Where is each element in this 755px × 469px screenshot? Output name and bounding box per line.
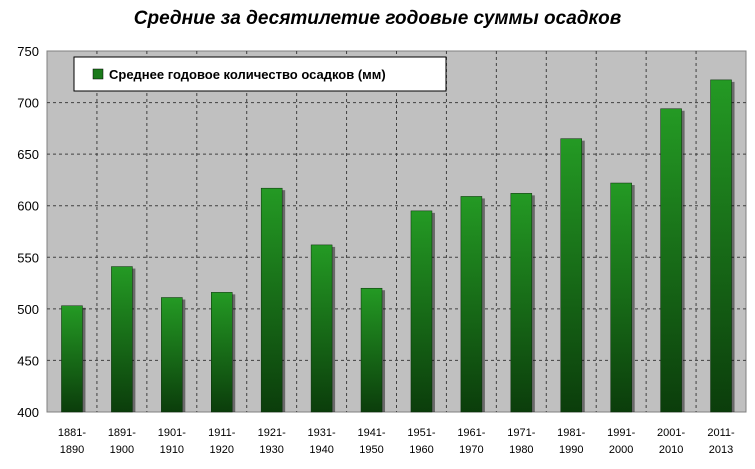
x-tick-label-line2: 1950: [359, 444, 383, 456]
x-tick-label-line2: 1920: [210, 444, 234, 456]
bar: [660, 108, 682, 413]
bar-6: [360, 287, 386, 413]
bar-10: [560, 138, 585, 413]
x-tick-label-line1: 1911-: [208, 427, 236, 439]
bar-5: [310, 244, 336, 413]
x-tick-label-line1: 1941-: [357, 427, 385, 439]
x-tick-label-line1: 1971-: [507, 427, 535, 439]
bar: [111, 266, 133, 413]
bar: [460, 196, 483, 413]
bar-9: [510, 193, 535, 413]
x-tick-label-line1: 1901-: [158, 427, 186, 439]
x-tick-label-line2: 1930: [259, 444, 283, 456]
x-tick-label-line1: 1891-: [108, 427, 136, 439]
bar: [710, 79, 732, 413]
y-tick-label: 500: [17, 302, 39, 317]
bar: [310, 244, 333, 413]
bar-12: [660, 108, 685, 413]
x-tick-label-line2: 1980: [509, 444, 533, 456]
bar: [360, 287, 383, 413]
bar-1: [111, 266, 136, 413]
x-tick-label-line2: 2000: [609, 444, 633, 456]
x-tick-label-line1: 1951-: [407, 427, 435, 439]
bar: [510, 193, 533, 413]
chart-title: Средние за десятилетие годовые суммы оса…: [133, 8, 622, 29]
x-tick-label-line2: 1990: [559, 444, 583, 456]
y-tick-label: 550: [17, 250, 39, 265]
x-tick-label-line1: 2011-: [707, 427, 735, 439]
bar: [211, 292, 233, 413]
y-axis: 400 450 500 550 600 650 700 750: [17, 44, 39, 420]
y-tick-label: 700: [17, 96, 39, 111]
x-tick-label-line1: 1981-: [557, 427, 585, 439]
x-axis: 1881- 1890 1891- 1900 1901- 1910 1911- 1920 1921…: [58, 427, 735, 456]
bar-13: [710, 79, 735, 413]
bar: [61, 305, 83, 413]
bar: [260, 187, 283, 413]
bar: [161, 297, 183, 413]
legend-swatch: [92, 68, 104, 80]
bar-8: [460, 196, 485, 413]
y-tick-label: 600: [17, 199, 39, 214]
bar: [410, 210, 433, 413]
bar-7: [410, 210, 435, 413]
x-tick-label-line1: 2001-: [657, 427, 685, 439]
legend-label: Среднее годовое количество осадков (мм): [109, 67, 386, 82]
bar-4: [260, 187, 286, 413]
bars-group: [61, 79, 735, 413]
x-tick-label-line1: 1881-: [58, 427, 86, 439]
x-tick-label-line2: 1890: [60, 444, 84, 456]
x-tick-label-line1: 1961-: [457, 427, 485, 439]
x-tick-label-line1: 1921-: [258, 427, 286, 439]
x-tick-label-line1: 1931-: [308, 427, 336, 439]
x-tick-label-line2: 1960: [409, 444, 433, 456]
x-tick-label-line2: 1910: [160, 444, 184, 456]
bar-3: [211, 292, 236, 413]
bar: [610, 182, 632, 413]
x-tick-label-line2: 2010: [659, 444, 683, 456]
y-tick-label: 450: [17, 353, 39, 368]
y-tick-label: 750: [17, 44, 39, 59]
x-tick-label-line2: 2013: [709, 444, 733, 456]
x-tick-label-line2: 1900: [110, 444, 134, 456]
legend-box: [73, 56, 447, 92]
x-tick-label-line2: 1970: [459, 444, 483, 456]
bar-11: [610, 182, 635, 413]
bar: [560, 138, 582, 413]
y-tick-label: 400: [17, 405, 39, 420]
y-tick-label: 650: [17, 147, 39, 162]
bar-0: [61, 305, 86, 413]
legend: Среднее годовое количество осадков (мм): [73, 56, 447, 92]
gridlines: [47, 51, 746, 412]
x-tick-label-line2: 1940: [309, 444, 333, 456]
bar-2: [161, 297, 186, 413]
x-tick-label-line1: 1991-: [607, 427, 635, 439]
